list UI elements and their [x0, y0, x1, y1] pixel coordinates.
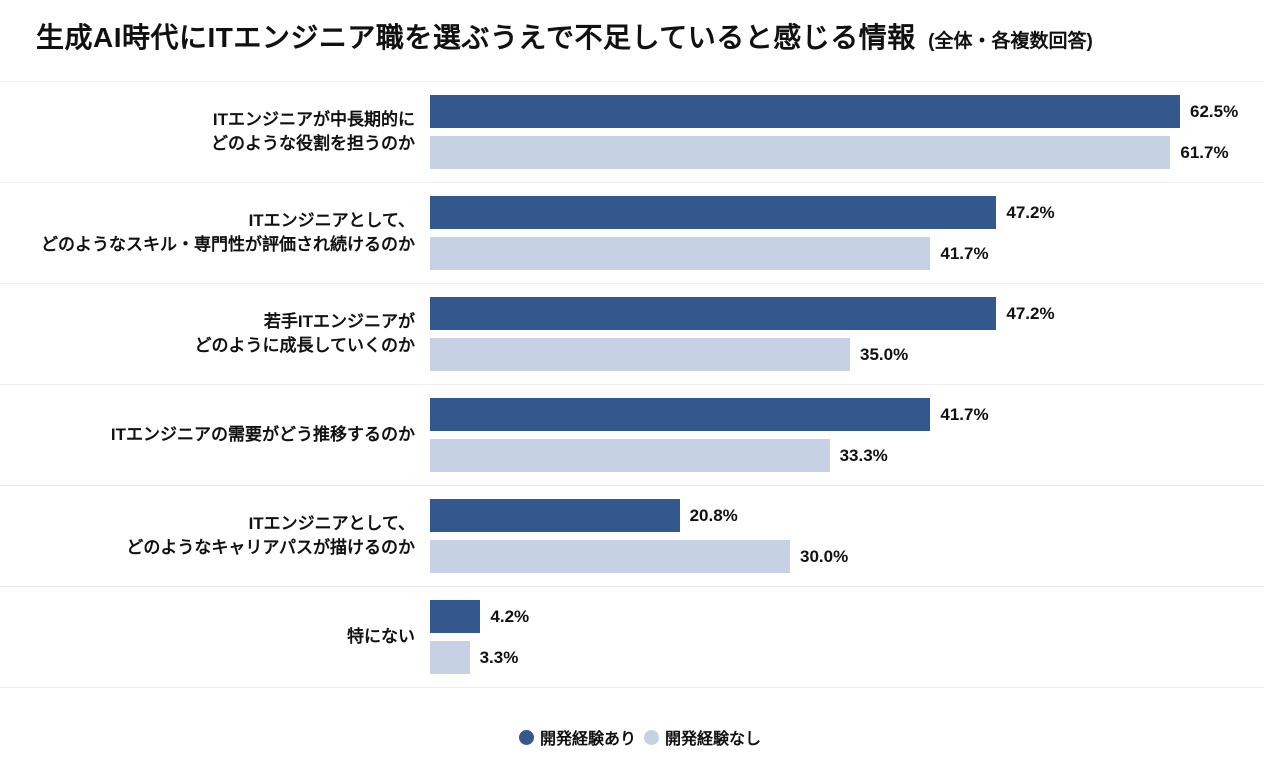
bar-group: 62.5% 61.7% — [430, 95, 1264, 169]
bar-dev-experience — [430, 600, 481, 633]
bar-no-dev-experience — [430, 439, 830, 472]
bar-dev-experience — [430, 196, 997, 229]
chart-row: ITエンジニアの需要がどう推移するのか 41.7% 33.3% — [0, 384, 1264, 485]
bar-group: 41.7% 33.3% — [430, 398, 1264, 472]
bar-no-dev-experience — [430, 540, 790, 573]
bar-line-dev-experience: 20.8% — [430, 499, 1264, 532]
category-label-line: どのように成長していくのか — [194, 336, 416, 355]
value-label-dev-experience: 4.2% — [490, 606, 530, 626]
page-title: 生成AI時代にITエンジニア職を選ぶうえで不足していると感じる情報 (全体・各複… — [0, 0, 1280, 56]
value-label-no-dev-experience: 61.7% — [1180, 142, 1229, 162]
bar-line-no-dev-experience: 30.0% — [430, 540, 1264, 573]
bar-group: 47.2% 41.7% — [430, 196, 1264, 270]
bar-line-no-dev-experience: 41.7% — [430, 237, 1264, 270]
value-label-no-dev-experience: 35.0% — [860, 344, 909, 364]
legend-item-dev-experience: 開発経験あり — [518, 725, 636, 749]
value-label-no-dev-experience: 3.3% — [479, 647, 519, 667]
bar-dev-experience — [430, 499, 680, 532]
bar-group: 4.2% 3.3% — [430, 600, 1264, 674]
category-label-line: どのような役割を担うのか — [211, 134, 415, 153]
chart-row: 特にない 4.2% 3.3% — [0, 586, 1264, 687]
category-label: ITエンジニアが中長期的に どのような役割を担うのか — [0, 108, 430, 156]
chart-title: 生成AI時代にITエンジニア職を選ぶうえで不足していると感じる情報 — [36, 22, 916, 53]
value-label-dev-experience: 47.2% — [1006, 202, 1055, 222]
legend-dot-dev-experience — [518, 729, 534, 745]
legend-label-dev-experience: 開発経験あり — [539, 731, 636, 748]
category-label-line: ITエンジニアとして、 — [248, 211, 415, 230]
category-label: 若手ITエンジニアがどのように成長していくのか — [0, 310, 430, 358]
chart-row: ITエンジニアとして、どのようなスキル・専門性が評価され続けるのか 47.2% 41… — [0, 182, 1264, 283]
category-label: ITエンジニアとして、どのようなスキル・専門性が評価され続けるのか — [0, 209, 430, 257]
value-label-dev-experience: 20.8% — [689, 505, 738, 525]
category-label-line: どのようなスキル・専門性が評価され続けるのか — [41, 235, 415, 254]
chart-title-note: (全体・各複数回答) — [928, 31, 1093, 52]
value-label-dev-experience: 41.7% — [940, 404, 989, 424]
bar-dev-experience — [430, 398, 931, 431]
chart-bottom-divider — [0, 687, 1264, 688]
bar-no-dev-experience — [430, 641, 470, 674]
chart-legend: 開発経験あり 開発経験なし — [0, 725, 1280, 749]
value-label-dev-experience: 47.2% — [1006, 303, 1055, 323]
legend-label-no-dev-experience: 開発経験なし — [665, 731, 762, 748]
chart-row: ITエンジニアとして、どのようなキャリアパスが描けるのか 20.8% 30.0% — [0, 485, 1264, 586]
bar-dev-experience — [430, 95, 1180, 128]
value-label-dev-experience: 62.5% — [1190, 101, 1239, 121]
category-label-line: 若手ITエンジニアが — [263, 312, 415, 331]
bar-no-dev-experience — [430, 136, 1171, 169]
bar-no-dev-experience — [430, 237, 931, 270]
category-label: ITエンジニアとして、どのようなキャリアパスが描けるのか — [0, 512, 430, 560]
bar-line-dev-experience: 47.2% — [430, 297, 1264, 330]
category-label-line: ITエンジニアの需要がどう推移するのか — [110, 425, 415, 444]
chart-row: 若手ITエンジニアがどのように成長していくのか 47.2% 35.0% — [0, 283, 1264, 384]
value-label-no-dev-experience: 41.7% — [940, 243, 989, 263]
bar-line-no-dev-experience: 61.7% — [430, 136, 1264, 169]
legend-item-no-dev-experience: 開発経験なし — [644, 725, 761, 749]
bar-group: 47.2% 35.0% — [430, 297, 1264, 371]
bar-dev-experience — [430, 297, 997, 330]
bar-line-no-dev-experience: 33.3% — [430, 439, 1264, 472]
legend-dot-no-dev-experience — [644, 729, 659, 745]
bar-group: 20.8% 30.0% — [430, 499, 1264, 573]
bar-line-dev-experience: 41.7% — [430, 398, 1264, 431]
bar-line-no-dev-experience: 3.3% — [430, 641, 1264, 674]
category-label: 特にない — [0, 625, 430, 649]
bar-line-no-dev-experience: 35.0% — [430, 338, 1264, 371]
category-label-line: 特にない — [347, 627, 415, 646]
bar-line-dev-experience: 47.2% — [430, 196, 1264, 229]
bar-no-dev-experience — [430, 338, 850, 371]
chart-row: ITエンジニアが中長期的に どのような役割を担うのか 62.5% 61.7% — [0, 81, 1264, 182]
category-label-line: どのようなキャリアパスが描けるのか — [126, 538, 415, 557]
category-label: ITエンジニアの需要がどう推移するのか — [0, 423, 430, 447]
bar-line-dev-experience: 62.5% — [430, 95, 1264, 128]
value-label-no-dev-experience: 33.3% — [839, 445, 888, 465]
value-label-no-dev-experience: 30.0% — [800, 546, 849, 566]
bar-line-dev-experience: 4.2% — [430, 600, 1264, 633]
horizontal-bar-chart: ITエンジニアが中長期的に どのような役割を担うのか 62.5% 61.7% ITエンジ… — [0, 81, 1280, 688]
category-label-line: ITエンジニアとして、 — [248, 514, 415, 533]
category-label-line: ITエンジニアが中長期的に — [212, 110, 415, 129]
